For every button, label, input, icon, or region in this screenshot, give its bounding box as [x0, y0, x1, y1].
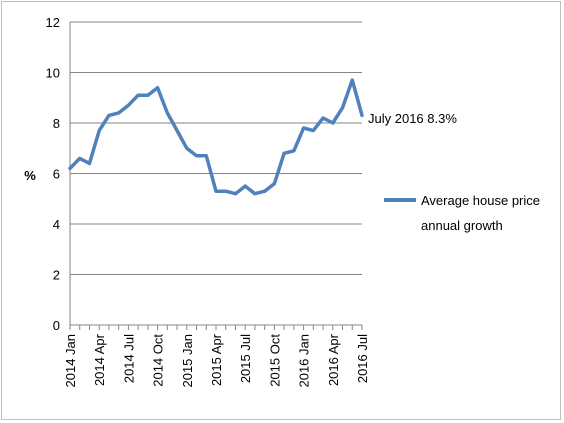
x-tick-labels: 2014 Jan 2014 Apr 2014 Jul 2014 Oct 2015 Jan… — [63, 333, 370, 387]
x-tick-label: 2015 Jul — [238, 334, 253, 383]
legend-entry-label: Average house price annual growth — [421, 193, 540, 233]
x-tick-label: 2015 Jan — [180, 334, 195, 388]
y-tick-label: 0 — [53, 318, 60, 333]
y-tick-label: 4 — [53, 217, 60, 232]
legend: Average house price annual growth — [384, 193, 540, 233]
x-tick-label: 2016 Jan — [297, 334, 312, 388]
x-tick-label: 2014 Jul — [121, 334, 136, 383]
x-tick-label: 2016 Apr — [326, 333, 341, 386]
x-tick-label: 2014 Jan — [63, 334, 78, 388]
x-tick-label: 2014 Oct — [151, 334, 166, 387]
series-line-0 — [68, 78, 364, 196]
y-tick-label: 6 — [53, 167, 60, 182]
y-tick-label: 8 — [53, 116, 60, 131]
y-tick-label: 2 — [53, 268, 60, 283]
y-axis-label: % — [24, 168, 36, 183]
series-lines — [68, 78, 364, 196]
y-tick-label: 10 — [46, 66, 60, 81]
axes — [69, 22, 363, 330]
x-tick-label: 2015 Oct — [267, 334, 282, 387]
last-point-annotation: July 2016 8.3% — [368, 111, 457, 126]
y-tick-label: 12 — [46, 15, 60, 30]
y-tick-labels: 0 2 4 6 8 10 12 — [46, 15, 60, 333]
x-tick-label: 2014 Apr — [92, 333, 107, 386]
x-tick-label: 2015 Apr — [209, 333, 224, 386]
gridlines — [70, 21, 362, 275]
x-tick-label: 2016 Jul — [355, 334, 370, 383]
